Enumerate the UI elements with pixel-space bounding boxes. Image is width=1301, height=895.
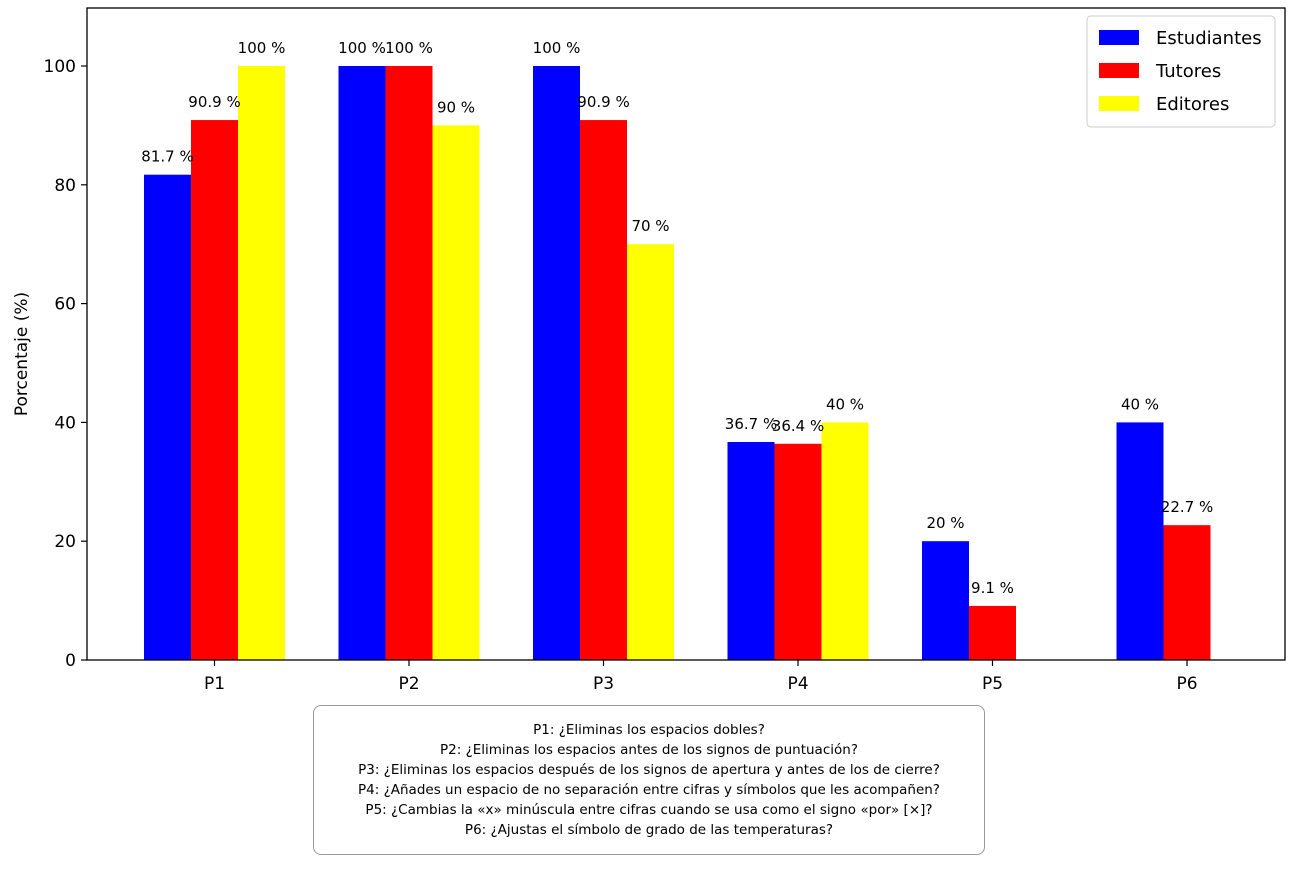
x-tick-label-p4: P4 — [787, 674, 808, 694]
legend-swatch-editores — [1099, 96, 1139, 111]
bar-p4-estudiantes — [727, 442, 775, 660]
bar-p3-editores — [627, 244, 674, 660]
data-label-p4-estudiantes: 36.7 % — [725, 415, 777, 433]
data-label-p1-estudiantes: 81.7 % — [141, 148, 193, 166]
data-label-p3-editores: 70 % — [631, 217, 669, 235]
axes-layer: P1 P2 P3 P4 P5 P6 0 20 40 60 80 100 Porcentaje (%) — [12, 7, 1286, 694]
data-label-p1-editores: 100 % — [238, 39, 286, 57]
data-label-p2-tutores: 100 % — [385, 39, 433, 57]
data-label-p2-editores: 90 % — [437, 98, 475, 116]
data-label-p6-tutores: 22.7 % — [1161, 498, 1213, 516]
data-label-p2-estudiantes: 100 % — [338, 39, 386, 57]
data-label-p3-tutores: 90.9 % — [577, 93, 629, 111]
bar-p6-tutores — [1163, 525, 1211, 660]
note-line-p1: P1: ¿Eliminas los espacios dobles? — [533, 722, 765, 738]
x-tick-label-p1: P1 — [204, 674, 225, 694]
data-label-p3-estudiantes: 100 % — [533, 39, 581, 57]
plot-frame — [86, 7, 1286, 661]
y-tick-label-80: 80 — [54, 176, 76, 196]
note-line-p5: P5: ¿Cambias la «x» minúscula entre cifr… — [365, 802, 933, 818]
note-line-p2: P2: ¿Eliminas los espacios antes de los … — [440, 742, 858, 758]
x-tick-label-p6: P6 — [1176, 674, 1197, 694]
bar-p5-tutores — [969, 605, 1016, 660]
legend-swatch-estudiantes — [1099, 30, 1139, 45]
y-tick-label-40: 40 — [54, 413, 76, 433]
note-line-p6: P6: ¿Ajustas el símbolo de grado de las … — [464, 822, 834, 838]
legend-label-tutores: Tutores — [1155, 61, 1221, 82]
y-axis-label: Porcentaje (%) — [12, 292, 32, 416]
legend-label-estudiantes: Estudiantes — [1156, 28, 1262, 49]
legend: Estudiantes Tutores Editores — [1086, 15, 1276, 128]
data-label-p5-tutores: 9.1 % — [971, 579, 1014, 597]
x-tick-label-p5: P5 — [982, 674, 1003, 694]
data-label-p6-estudiantes: 40 % — [1121, 395, 1159, 413]
questions-note-box: P1: ¿Eliminas los espacios dobles? P2: ¿… — [313, 705, 985, 855]
bar-p1-editores — [238, 66, 285, 660]
legend-label-editores: Editores — [1156, 94, 1229, 115]
data-label-p4-tutores: 36.4 % — [772, 417, 824, 435]
bar-p3-tutores — [580, 120, 627, 660]
bar-p2-editores — [432, 125, 480, 660]
data-label-p1-tutores: 90.9 % — [188, 93, 240, 111]
legend-swatch-tutores — [1099, 63, 1139, 78]
bar-p6-estudiantes — [1116, 422, 1164, 660]
bar-p4-tutores — [774, 443, 822, 660]
x-tick-label-p3: P3 — [593, 674, 614, 694]
data-labels-layer: 81.7 %90.9 %100 % 100 % 100 %90 %100 %90.9… — [141, 39, 1213, 597]
y-tick-label-20: 20 — [54, 532, 76, 552]
bars-layer — [144, 66, 1211, 660]
bar-p2-estudiantes — [338, 66, 386, 660]
note-line-p4: P4: ¿Añades un espacio de no separación … — [358, 782, 940, 798]
bar-p3-estudiantes — [533, 66, 580, 660]
y-tick-label-60: 60 — [54, 295, 76, 315]
note-line-p3: P3: ¿Eliminas los espacios después de lo… — [358, 762, 940, 778]
y-tick-label-0: 0 — [65, 651, 76, 671]
bar-p1-tutores — [191, 120, 238, 660]
data-label-p5-estudiantes: 20 % — [926, 514, 964, 532]
bar-p2-tutores — [385, 66, 433, 660]
x-tick-label-p2: P2 — [398, 674, 419, 694]
y-tick-label-100: 100 — [44, 57, 76, 77]
data-label-p4-editores: 40 % — [826, 395, 864, 413]
bar-p5-estudiantes — [922, 541, 969, 660]
bar-p1-estudiantes — [144, 174, 191, 660]
bar-p4-editores — [821, 422, 869, 660]
